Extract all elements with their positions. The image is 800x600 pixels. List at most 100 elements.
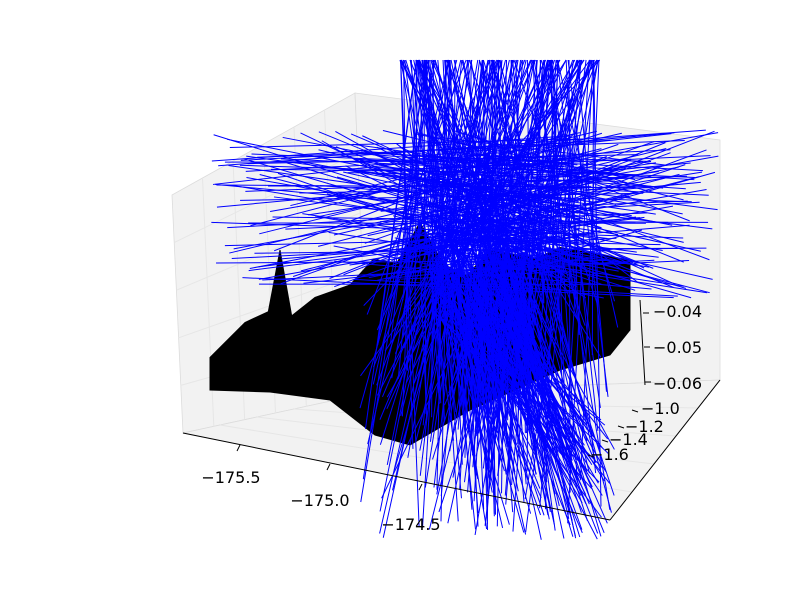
quiver-arrow — [479, 259, 542, 540]
x-axis-line — [182, 432, 611, 521]
quiver-arrow — [466, 247, 707, 250]
quiver-arrow — [525, 267, 582, 464]
quiver-arrow — [360, 150, 621, 175]
quiver-arrow — [251, 153, 613, 170]
quiver-arrow — [319, 132, 622, 203]
quiver-arrow — [375, 173, 632, 217]
quiver-arrow — [400, 59, 455, 441]
quiver-arrow — [474, 59, 495, 391]
quiver-arrow — [476, 244, 482, 437]
quiver-arrow — [420, 247, 708, 294]
quiver-arrow — [524, 309, 556, 531]
quiver-arrow — [510, 302, 582, 513]
y-tick-label: −1.4 — [609, 430, 648, 449]
quiver-arrow — [517, 285, 580, 485]
quiver-arrow — [461, 299, 583, 504]
quiver-arrow — [464, 59, 472, 458]
quiver-arrow — [509, 299, 519, 438]
quiver-arrow — [240, 192, 644, 201]
y-tick-label: −1.0 — [641, 399, 680, 418]
quiver-arrow — [336, 176, 571, 245]
quiver-arrow — [359, 59, 458, 409]
x-tick-mark — [236, 444, 241, 452]
quiver-arrow — [430, 270, 513, 453]
quiver-arrow — [450, 269, 603, 496]
quiver-arrow — [436, 282, 510, 525]
quiver-arrow — [362, 135, 645, 269]
quiver-arrow — [488, 273, 509, 456]
quiver-arrow — [501, 232, 506, 494]
z-tick-label: −0.06 — [653, 374, 702, 393]
quiver-arrow — [466, 233, 659, 258]
quiver-arrow — [250, 140, 578, 227]
quiver-arrow — [568, 59, 571, 493]
y-axis-line — [609, 379, 721, 521]
quiver-arrow — [249, 195, 630, 269]
quiver-arrow — [257, 139, 685, 158]
quiver-arrow — [440, 316, 574, 445]
quiver-arrow — [400, 59, 420, 527]
quiver-arrow — [218, 129, 706, 167]
x-tick-label: −175.0 — [290, 491, 349, 510]
quiver-arrow — [470, 310, 490, 479]
z-tick-label: −0.05 — [653, 338, 702, 357]
quiver-arrow — [452, 274, 542, 516]
quiver-arrow — [350, 133, 585, 234]
quiver-arrow — [374, 166, 686, 190]
quiver-arrow — [567, 59, 609, 397]
quiver-arrow — [446, 291, 488, 530]
y-tick-mark — [631, 409, 639, 413]
quiver-arrow — [431, 259, 690, 273]
quiver-arrow — [494, 316, 519, 461]
quiver-arrow — [423, 59, 442, 404]
quiver-arrow — [448, 298, 542, 499]
quiver-arrow — [428, 224, 639, 266]
quiver-arrow — [248, 228, 579, 272]
quiver-arrow — [467, 300, 479, 446]
quiver-arrow — [467, 197, 713, 230]
x-tick-mark — [418, 483, 423, 491]
quiver-arrow — [474, 318, 513, 536]
quiver-arrow — [580, 59, 600, 481]
quiver-arrow — [453, 280, 611, 484]
quiver-arrow — [549, 59, 597, 474]
quiver-arrow — [444, 312, 479, 480]
quiver-arrow — [213, 134, 630, 265]
quiver-arrow — [394, 237, 570, 281]
quiver-arrow — [467, 229, 643, 281]
quiver-arrow — [496, 236, 586, 487]
axis-lines — [182, 299, 721, 521]
quiver-arrow — [352, 143, 664, 189]
quiver-arrow — [247, 154, 639, 165]
quiver-arrow — [568, 59, 590, 399]
quiver-arrow — [450, 139, 566, 255]
x-tick-label: −174.5 — [381, 515, 440, 534]
quiver-arrow — [423, 155, 711, 170]
quiver-arrow — [308, 162, 656, 216]
quiver-arrow — [290, 130, 598, 207]
quiver-arrow — [259, 148, 602, 235]
quiver-arrow — [445, 164, 686, 243]
z-tick-labels: −0.04 −0.05 −0.06 — [653, 302, 702, 393]
quiver-arrow — [380, 221, 709, 223]
quiver-arrow — [461, 300, 541, 489]
z-tick-label: −0.04 — [653, 302, 702, 321]
y-tick-labels: −1.0 −1.2 −1.4 −1.6 — [590, 399, 680, 464]
quiver-arrow — [490, 308, 501, 460]
x-tick-label: −175.5 — [201, 468, 260, 487]
quiver-arrow — [395, 132, 603, 201]
quiver-arrow — [481, 240, 608, 524]
y-tick-label: −1.2 — [625, 417, 664, 436]
quiver-arrow — [273, 196, 608, 240]
quiver-arrow — [381, 59, 595, 499]
x-tick-labels: −175.5 −175.0 −174.5 — [201, 468, 440, 534]
quiver-arrow — [468, 134, 690, 222]
quiver-arrow — [442, 268, 557, 462]
quiver-arrow — [464, 191, 636, 234]
y-tick-mark — [617, 425, 625, 429]
quiver-arrow — [386, 59, 469, 466]
quiver-arrow — [407, 59, 479, 458]
quiver-arrow — [376, 146, 582, 249]
quiver-arrow — [447, 220, 473, 510]
